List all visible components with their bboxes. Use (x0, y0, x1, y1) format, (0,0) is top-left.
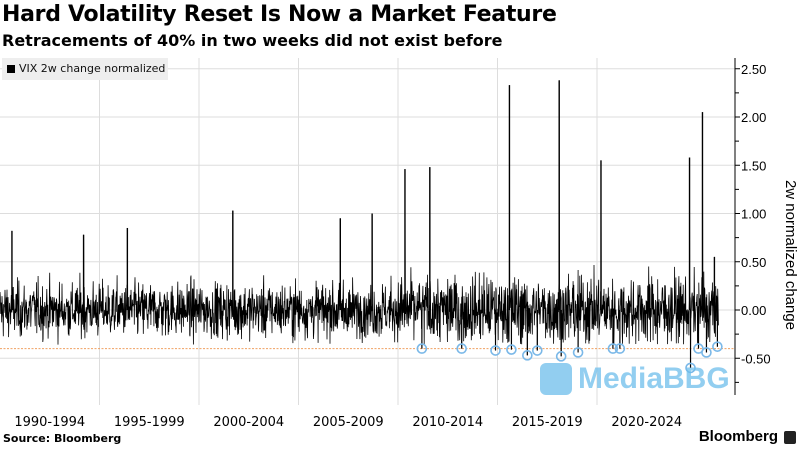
y-tick-label: 0.00 (741, 303, 766, 318)
reset-event-marker (572, 347, 584, 358)
x-tick-label: 2000-2004 (213, 415, 284, 430)
reset-event-marker (506, 344, 517, 355)
reset-event-marker (607, 343, 619, 354)
y-tick-label: -0.50 (741, 351, 771, 366)
vix-series-line (0, 80, 719, 368)
reset-event-marker (712, 341, 723, 352)
x-tick-label: 1990-1994 (14, 415, 85, 430)
y-tick-label: 2.00 (741, 110, 766, 125)
x-tick-label: 2020-2024 (611, 415, 682, 430)
reset-event-marker (456, 343, 467, 354)
reset-event-marker (685, 362, 696, 374)
reset-event-marker (490, 345, 501, 356)
chart-subtitle: Retracements of 40% in two weeks did not… (2, 31, 503, 50)
source-note: Source: Bloomberg (3, 432, 122, 445)
y-tick-label: 0.50 (741, 255, 766, 270)
reset-event-marker (555, 351, 567, 362)
legend: VIX 2w change normalized (2, 58, 168, 80)
x-tick-label: 2005-2009 (313, 415, 384, 430)
legend-label: VIX 2w change normalized (19, 62, 166, 75)
bloomberg-logo: Bloomberg (698, 428, 778, 445)
reset-event-marker (614, 343, 626, 354)
y-axis-label: 2w normalized change (782, 180, 799, 330)
legend-swatch (7, 65, 15, 73)
bloomberg-terminal-icon (784, 431, 796, 444)
y-tick-label: 2.50 (741, 62, 766, 77)
reset-event-marker (531, 345, 543, 356)
watermark-telegram-icon (540, 363, 572, 395)
chart-title: Hard Volatility Reset Is Now a Market Fe… (2, 2, 557, 27)
reset-event-marker (416, 343, 428, 354)
x-tick-label: 2015-2019 (512, 415, 583, 430)
y-tick-label: 1.00 (741, 207, 766, 222)
y-tick-label: 1.50 (741, 158, 766, 173)
x-tick-label: 2010-2014 (412, 415, 483, 430)
watermark: MediaBBG (578, 362, 730, 395)
x-tick-label: 1995-1999 (114, 415, 185, 430)
reset-event-marker (701, 347, 712, 358)
reset-event-marker (522, 350, 533, 361)
